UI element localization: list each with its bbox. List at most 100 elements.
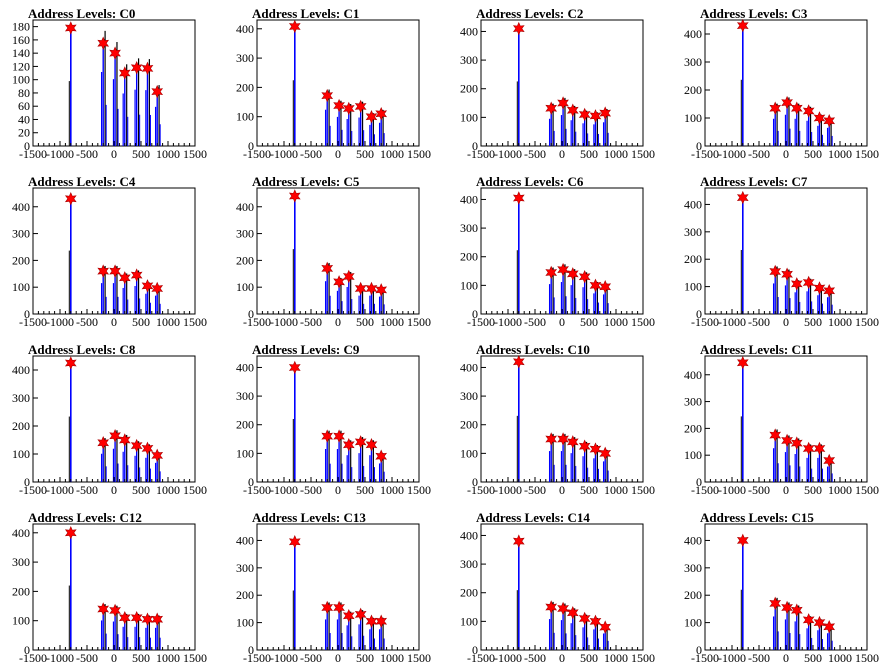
histogram-peak [570,269,577,314]
x-tick-label: 1000 [380,315,404,329]
histogram-bar [146,285,149,314]
peak-marker [365,109,378,124]
histogram-bar [796,108,798,146]
peak-marker [599,620,612,634]
chart-title: Address Levels: C3 [700,6,808,21]
histogram-peak [145,282,151,314]
histogram-bar [346,286,348,314]
chart-title: Address Levels: C8 [28,342,136,357]
y-tick-label: 0 [248,643,254,657]
histogram-bar [112,448,115,482]
histogram-bar [294,541,296,650]
histogram-bar [798,280,800,314]
histogram-bar [817,630,819,650]
x-tick-label: 500 [804,147,822,161]
peak-marker [141,441,154,456]
peak-marker [64,191,77,206]
histogram-bar [811,132,813,146]
peak-marker [802,613,815,627]
histogram-peak [154,615,161,650]
histogram-bar [826,633,829,650]
histogram-bar [156,619,158,650]
histogram-bar [145,627,147,650]
histogram-bar [807,619,810,650]
histogram-bar [597,638,599,650]
histogram-bar [788,435,790,482]
histogram-bar [550,108,552,146]
histogram-bar [830,457,832,482]
histogram-peak [570,437,577,482]
x-tick-label: -1000 [718,315,746,329]
histogram-bar [550,272,552,314]
histogram-bar [373,467,375,482]
histogram-peak [784,602,791,650]
histogram-bar [550,607,552,650]
histogram-bar [139,298,141,314]
histogram-bar [786,102,788,146]
histogram-bar [596,281,598,314]
peak-marker [288,19,301,34]
peak-marker [557,96,569,110]
histogram-bar [373,303,375,314]
histogram-peak [772,103,779,146]
histogram-bar [777,297,779,314]
histogram-bar [324,449,327,482]
y-tick-label: 0 [472,643,478,657]
histogram-bar [772,616,775,650]
histogram-peak [369,617,375,650]
x-tick-label: 1500 [631,147,655,161]
peak-marker [354,281,367,296]
y-tick-label: 300 [12,555,30,569]
histogram-bar [105,633,107,650]
peak-marker [545,432,558,446]
histogram-bar [585,441,588,482]
x-tick-label: 1000 [156,315,180,329]
histogram-peak [602,449,609,482]
x-tick-label: -500 [748,483,770,497]
histogram-peak [560,264,567,314]
histogram-peak [154,452,161,482]
histogram-peak [740,362,744,482]
histogram-bar [361,285,364,314]
y-tick-label: 200 [12,584,30,598]
histogram-bar [564,264,566,314]
histogram-bar [361,101,364,146]
peak-marker [823,283,836,298]
histogram-bar [831,640,833,650]
x-tick-label: 0 [335,483,341,497]
x-tick-label: -500 [524,315,546,329]
histogram-bar [145,293,147,314]
x-tick-label: -1500 [243,147,271,161]
peak-marker [545,600,558,614]
peak-marker [365,614,378,628]
peak-marker [130,268,143,282]
peak-marker [118,433,131,447]
histogram-bar [329,295,331,314]
histogram-bar [359,288,362,314]
peak-marker [375,449,388,463]
x-tick-label: 0 [559,651,565,665]
peak-marker [790,277,803,291]
x-tick-label: -500 [300,315,322,329]
histogram-bar [565,296,567,314]
histogram-peak [112,265,119,314]
peak-marker [781,267,793,282]
peak-marker [365,438,378,452]
histogram-bar [134,626,136,650]
histogram-bar [126,64,128,146]
peak-marker [578,611,591,626]
x-tick-label: 1000 [828,651,852,665]
histogram-bar [124,617,126,650]
x-tick-label: 1500 [855,147,879,161]
histogram-bar [552,433,554,482]
histogram-bar [820,114,822,146]
histogram-bar [796,443,798,482]
histogram-peak [378,286,385,314]
histogram-peak [122,273,129,314]
histogram-bar [114,53,116,146]
histogram-bar [553,297,555,314]
x-tick-label: -1000 [494,147,522,161]
histogram-bar [148,282,150,314]
x-tick-label: -1500 [467,483,495,497]
histogram-bar [139,637,141,650]
